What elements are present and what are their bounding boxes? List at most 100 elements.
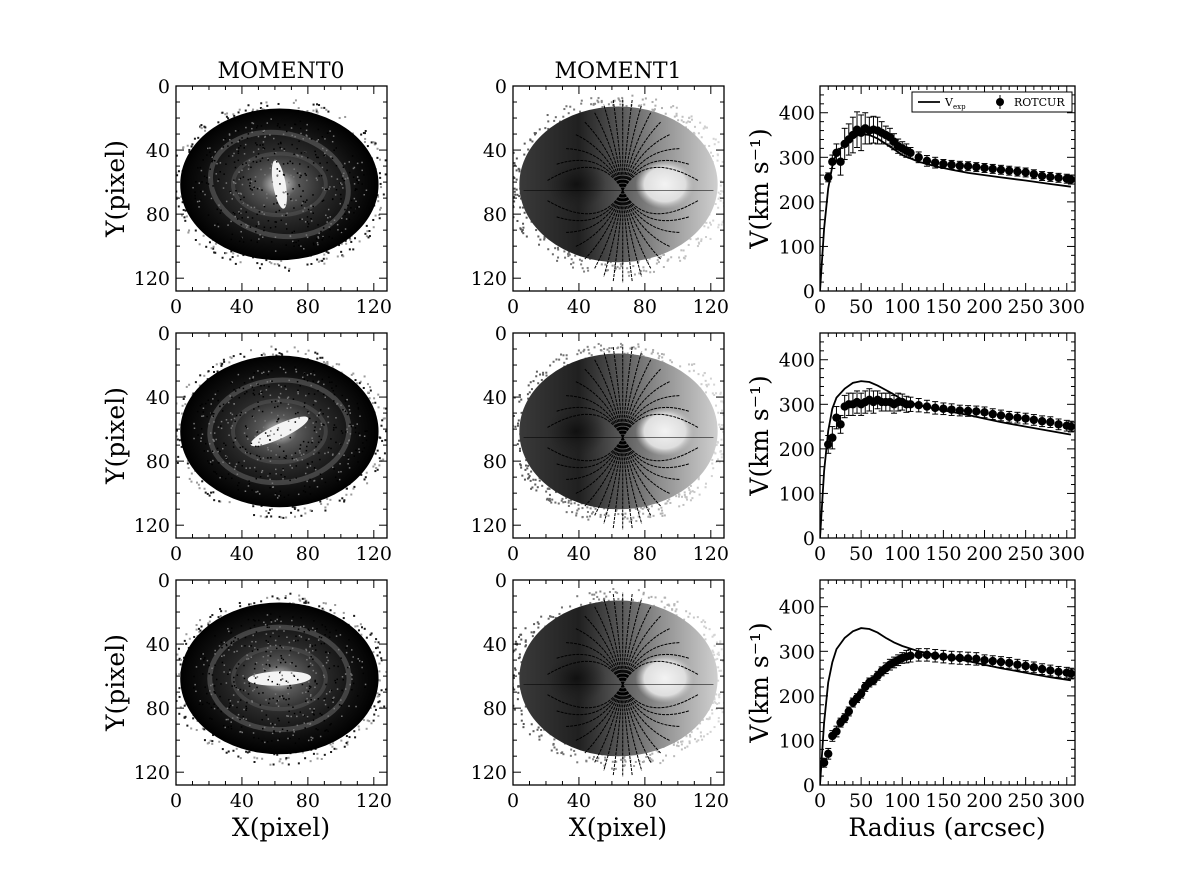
pixel-dot (545, 374, 548, 377)
speckle (298, 244, 300, 247)
pixel-dot (628, 274, 631, 277)
rotcur-point (988, 164, 997, 174)
speckle (272, 486, 275, 488)
speckle (256, 382, 258, 385)
rotcur-point (972, 162, 981, 172)
speckle (278, 456, 281, 458)
isovelocity-contour (565, 190, 624, 233)
speckle (263, 129, 266, 132)
speckle (315, 177, 318, 179)
speckle (222, 139, 225, 141)
speckle (276, 497, 279, 499)
speckle (300, 454, 303, 456)
speckle (237, 152, 240, 154)
speckle (225, 200, 228, 203)
pixel-dot (720, 453, 723, 456)
pixel-dot (697, 132, 700, 135)
speckle (291, 199, 293, 202)
speckle (199, 199, 202, 202)
speckle (212, 451, 215, 453)
pixel-dot (719, 392, 722, 395)
pixel-dot (567, 255, 570, 258)
speckle (309, 465, 312, 467)
speckle (294, 366, 296, 368)
speckle (363, 435, 366, 438)
speckle (269, 486, 271, 489)
speckle (308, 412, 310, 414)
speckle (321, 200, 324, 202)
speckle (193, 427, 196, 430)
pixel-dot (626, 352, 629, 355)
speckle (318, 412, 320, 414)
speckle (356, 188, 358, 191)
pixel-dot (182, 146, 185, 149)
speckle (250, 166, 252, 169)
pixel-dot (670, 256, 673, 259)
speckle (316, 140, 318, 142)
pixel-dot (507, 445, 509, 447)
isovelocity-contour (603, 104, 624, 191)
pixel-dot (731, 430, 733, 432)
speckle (253, 186, 255, 188)
speckle (259, 430, 262, 433)
speckle (357, 408, 360, 410)
speckle (351, 155, 354, 157)
speckle (224, 455, 227, 457)
speckle (236, 148, 238, 151)
speckle (199, 405, 202, 407)
y-tick-label: 80 (146, 204, 170, 226)
speckle (277, 427, 280, 429)
speckle (234, 465, 237, 468)
pixel-dot (594, 507, 597, 510)
pixel-dot (560, 353, 563, 356)
speckle (326, 132, 329, 134)
speckle (344, 213, 346, 215)
pixel-dot (573, 108, 576, 111)
speckle (235, 414, 238, 417)
speckle (260, 384, 262, 387)
speckle (267, 157, 269, 160)
pixel-dot (314, 351, 317, 354)
speckle (257, 221, 260, 223)
speckle (265, 389, 268, 391)
pixel-dot (316, 111, 319, 114)
speckle (285, 130, 288, 133)
speckle (252, 160, 255, 163)
pixel-dot (341, 497, 344, 500)
pixel-dot (370, 141, 373, 144)
pixel-dot (693, 491, 696, 494)
pixel-dot (730, 175, 732, 177)
pixel-dot (193, 137, 196, 140)
speckle (250, 442, 253, 445)
pixel-dot (309, 509, 312, 512)
pixel-dot (323, 262, 326, 265)
pixel-dot (562, 501, 565, 504)
speckle (306, 380, 309, 382)
pixel-dot (700, 238, 703, 241)
legend-point-swatch (996, 98, 1004, 106)
speckle (312, 242, 315, 244)
speckle (201, 181, 203, 183)
pixel-dot (171, 199, 173, 201)
pixel-dot (368, 229, 371, 232)
pixel-dot (520, 466, 523, 469)
pixel-dot (687, 120, 690, 123)
speckle (220, 425, 222, 427)
pixel-dot (253, 514, 256, 517)
speckle (277, 443, 279, 445)
speckle (358, 451, 361, 453)
pixel-dot (537, 235, 540, 238)
speckle (317, 380, 320, 383)
pixel-dot (513, 200, 516, 203)
pixel-dot (592, 511, 595, 514)
speckle (325, 149, 328, 152)
speckle (317, 224, 319, 226)
speckle (208, 443, 211, 445)
speckle (291, 467, 293, 469)
pixel-dot (326, 503, 329, 506)
speckle (320, 174, 323, 177)
pixel-dot (344, 239, 347, 242)
speckle (238, 139, 241, 141)
pixel-dot (232, 113, 235, 116)
speckle (245, 467, 247, 469)
